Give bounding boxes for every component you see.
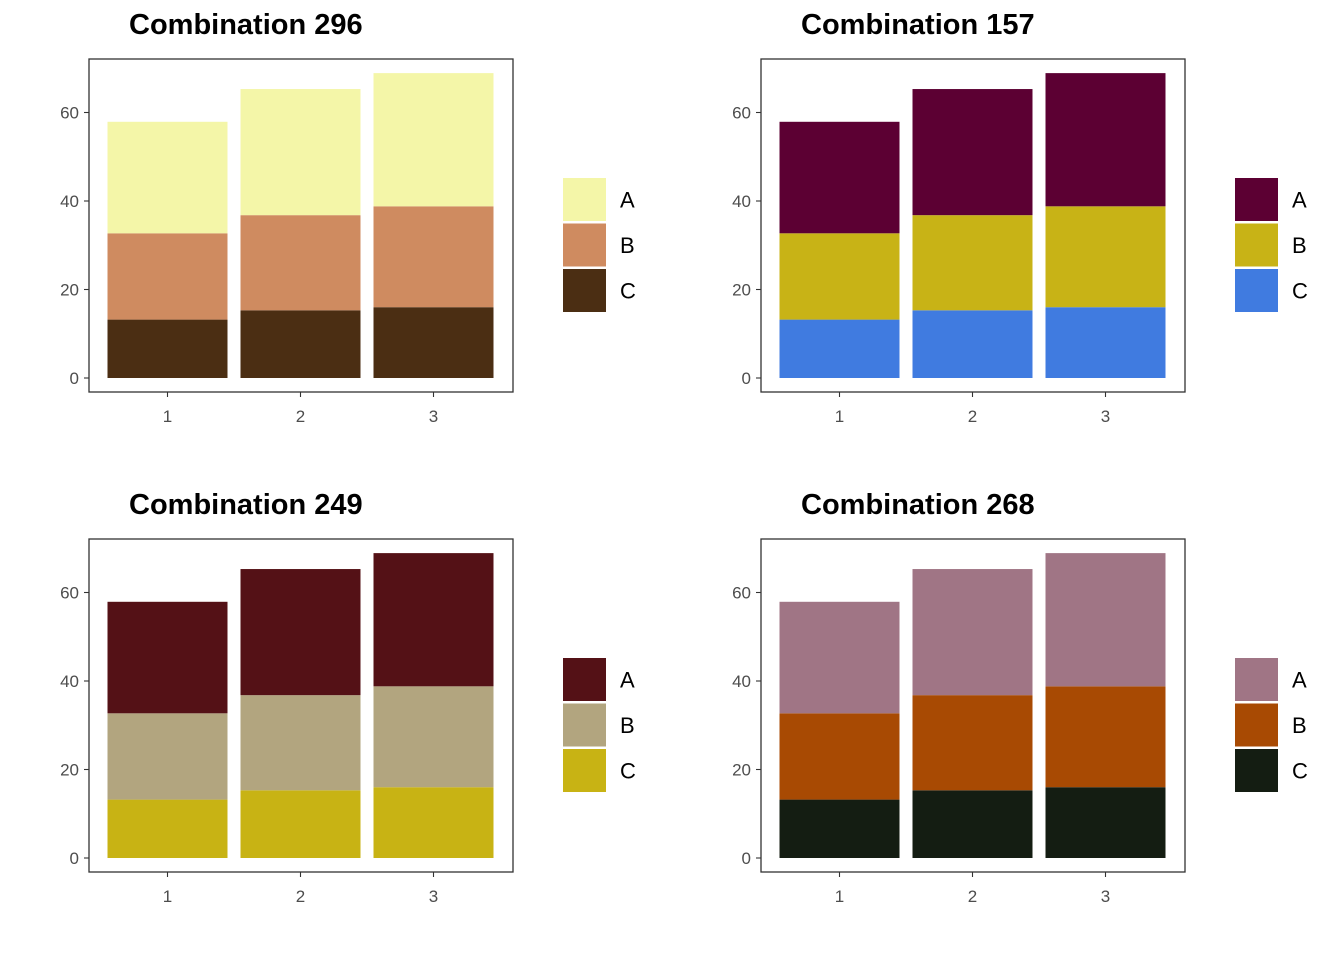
bar-2-B (912, 695, 1033, 791)
chart-title: Combination 249 (129, 489, 363, 521)
bar-1-B (779, 713, 900, 800)
legend-label-B: B (620, 713, 635, 738)
chart-title: Combination 296 (129, 9, 363, 41)
y-tick-label: 0 (70, 849, 79, 868)
y-tick-label: 20 (60, 281, 79, 300)
y-tick-label: 20 (732, 761, 751, 780)
legend-key-C (1235, 269, 1278, 312)
bar-3-B (373, 686, 494, 788)
legend-key-A (563, 178, 606, 221)
legend-key-C (563, 749, 606, 792)
x-tick-label: 2 (968, 407, 977, 426)
y-tick-label: 60 (732, 104, 751, 123)
legend-label-C: C (620, 279, 636, 304)
bar-2-A (912, 89, 1033, 216)
bar-3-B (1045, 206, 1166, 308)
y-tick-label: 40 (60, 672, 79, 691)
y-tick-label: 0 (742, 849, 751, 868)
y-tick-label: 20 (60, 761, 79, 780)
bar-3-B (373, 206, 494, 308)
bar-1-B (107, 713, 228, 800)
legend-label-A: A (1292, 668, 1307, 693)
legend-label-B: B (1292, 233, 1307, 258)
legend-key-C (563, 269, 606, 312)
legend-label-C: C (1292, 759, 1308, 784)
chart-panel-4: Combination 268 0 20 40 60 1 2 3 ABC (732, 489, 1308, 906)
bar-3-A (373, 553, 494, 687)
bar-1-A (779, 121, 900, 234)
bar-2-C (240, 790, 361, 858)
bar-1-B (107, 233, 228, 320)
bar-1-B (779, 233, 900, 320)
bar-3-A (1045, 553, 1166, 687)
y-tick-label: 60 (60, 584, 79, 603)
bar-3-C (1045, 307, 1166, 378)
y-tick-label: 0 (742, 369, 751, 388)
x-tick-label: 2 (968, 887, 977, 906)
legend-key-B (1235, 703, 1278, 747)
bar-1-C (779, 319, 900, 378)
bar-3-A (1045, 73, 1166, 207)
y-tick-label: 20 (732, 281, 751, 300)
legend-label-A: A (1292, 188, 1307, 213)
bar-2-A (240, 89, 361, 216)
x-tick-label: 1 (163, 407, 172, 426)
x-tick-label: 3 (1101, 887, 1110, 906)
legend-key-A (1235, 658, 1278, 701)
legend-label-C: C (1292, 279, 1308, 304)
x-tick-label: 2 (296, 887, 305, 906)
chart-title: Combination 157 (801, 9, 1035, 41)
y-tick-label: 60 (732, 584, 751, 603)
bar-3-A (373, 73, 494, 207)
legend-key-A (1235, 178, 1278, 221)
x-tick-label: 1 (835, 887, 844, 906)
chart-panel-2: Combination 157 0 20 40 60 1 2 3 ABC (732, 9, 1308, 426)
legend-key-C (1235, 749, 1278, 792)
x-tick-label: 1 (835, 407, 844, 426)
y-tick-label: 40 (60, 192, 79, 211)
bar-2-A (240, 569, 361, 696)
x-tick-label: 3 (429, 407, 438, 426)
y-tick-label: 40 (732, 672, 751, 691)
legend-label-C: C (620, 759, 636, 784)
legend-key-B (1235, 223, 1278, 267)
legend-key-B (563, 703, 606, 747)
x-tick-label: 3 (429, 887, 438, 906)
x-tick-label: 3 (1101, 407, 1110, 426)
bar-3-C (373, 787, 494, 858)
bar-1-C (107, 799, 228, 858)
y-tick-label: 0 (70, 369, 79, 388)
legend-label-B: B (620, 233, 635, 258)
bar-3-C (1045, 787, 1166, 858)
legend-label-B: B (1292, 713, 1307, 738)
chart-panel-1: Combination 296 0 20 40 60 1 2 3 ABC (60, 9, 636, 426)
legend-key-B (563, 223, 606, 267)
bar-3-C (373, 307, 494, 378)
x-tick-label: 1 (163, 887, 172, 906)
bar-1-A (779, 601, 900, 714)
legend-label-A: A (620, 188, 635, 213)
bar-1-C (779, 799, 900, 858)
bar-2-A (912, 569, 1033, 696)
bar-2-B (912, 215, 1033, 311)
bar-2-C (912, 310, 1033, 378)
chart-panel-3: Combination 249 0 20 40 60 1 2 3 ABC (60, 489, 636, 906)
bar-2-C (240, 310, 361, 378)
y-tick-label: 40 (732, 192, 751, 211)
legend-label-A: A (620, 668, 635, 693)
bar-1-A (107, 601, 228, 714)
bar-2-B (240, 695, 361, 791)
y-tick-label: 60 (60, 104, 79, 123)
x-tick-label: 2 (296, 407, 305, 426)
legend-key-A (563, 658, 606, 701)
bar-2-B (240, 215, 361, 311)
bar-3-B (1045, 686, 1166, 788)
chart-title: Combination 268 (801, 489, 1035, 521)
bar-1-C (107, 319, 228, 378)
bar-1-A (107, 121, 228, 234)
bar-2-C (912, 790, 1033, 858)
